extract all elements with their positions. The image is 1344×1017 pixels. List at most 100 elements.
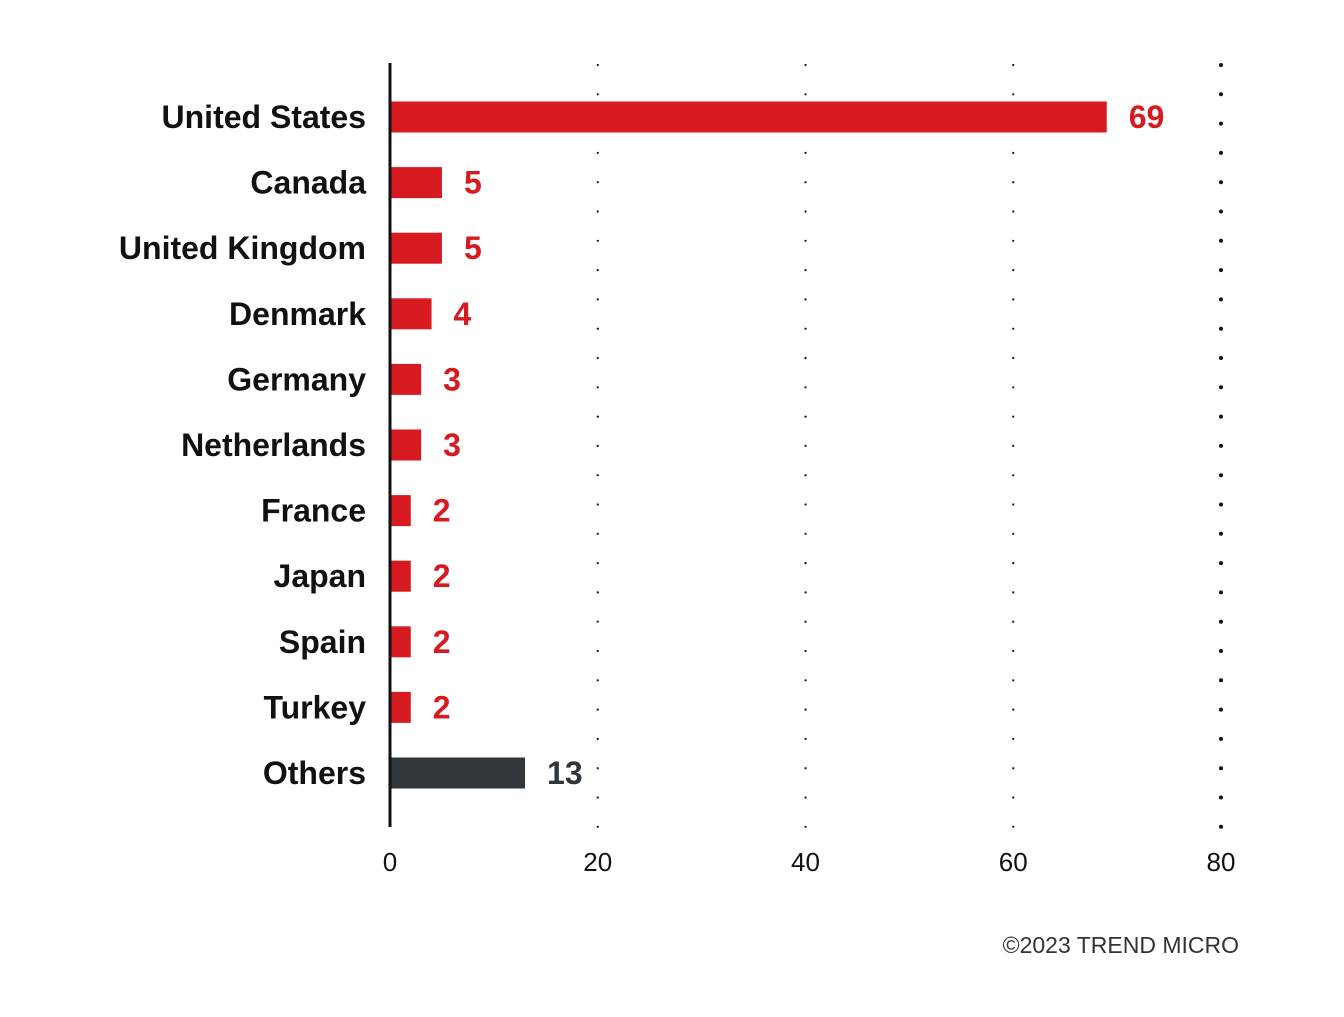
bar-denmark (390, 298, 432, 330)
bar-united-states (390, 101, 1107, 133)
grid-dot (596, 93, 599, 96)
grid-dot (1012, 356, 1015, 360)
grid-dot (804, 708, 807, 711)
grid-dot (1219, 795, 1223, 800)
bars (390, 101, 1107, 789)
grid-dot (596, 532, 599, 535)
grid-dot (1219, 268, 1223, 273)
grid-dot (1219, 707, 1223, 712)
category-label-spain: Spain (279, 624, 366, 660)
x-axis-ticks: 0 20 40 60 80 (383, 847, 1236, 877)
grid-dot (596, 620, 599, 623)
bar-netherlands (390, 429, 422, 461)
grid-dot (1012, 767, 1015, 770)
x-tick-label-0: 0 (383, 847, 397, 877)
grid-dot (596, 737, 599, 741)
grid-dot (596, 386, 599, 389)
grid-dot (1012, 825, 1015, 828)
grid-dot (596, 444, 599, 447)
bar-united-kingdom (390, 232, 442, 264)
grid-dot (804, 298, 807, 301)
category-label-france: France (261, 493, 366, 529)
grid-dot (1012, 239, 1015, 242)
grid-dot (1219, 561, 1223, 566)
grid-dot (1012, 269, 1015, 272)
grid-dot (596, 239, 599, 242)
grid-dot (804, 181, 807, 184)
grid-dot (804, 591, 807, 594)
bar-germany (390, 363, 422, 395)
grid-dot (596, 708, 599, 711)
grid-dot (804, 415, 807, 418)
grid-dot (596, 181, 599, 184)
grid-dot (804, 474, 807, 477)
x-tick-label-40: 40 (791, 847, 820, 877)
category-label-japan: Japan (274, 558, 366, 594)
category-label-turkey: Turkey (263, 689, 366, 725)
grid-dot (596, 298, 599, 301)
grid-dot (1219, 150, 1223, 155)
bar-japan (390, 560, 411, 592)
grid-dot (1012, 591, 1015, 594)
category-label-denmark: Denmark (229, 296, 366, 332)
grid-dot (1012, 737, 1015, 741)
grid-dot (596, 562, 599, 565)
value-label-others: 13 (547, 755, 583, 791)
grid-dot (1012, 796, 1015, 799)
grid-dot (596, 503, 599, 506)
x-tick-label-60: 60 (999, 847, 1028, 877)
grid-dot (804, 386, 807, 389)
gridline-60 (1012, 63, 1015, 828)
gridline-20 (596, 63, 599, 828)
grid-dot (1219, 473, 1223, 478)
grid-dot (1219, 824, 1223, 829)
grid-dot (804, 679, 807, 682)
grid-dot (596, 151, 599, 154)
grid-dot (596, 356, 599, 360)
grid-dot (596, 415, 599, 418)
grid-dot (1012, 708, 1015, 711)
grid-dot (1219, 297, 1223, 302)
bar-canada (390, 167, 442, 199)
grid-dot (1219, 238, 1223, 243)
x-tick-label-20: 20 (583, 847, 612, 877)
grid-dot (1012, 679, 1015, 682)
grid-dot (1219, 356, 1223, 360)
grid-dot (596, 679, 599, 682)
grid-dot (1219, 121, 1223, 126)
grid-dot (1219, 209, 1223, 214)
grid-dot (596, 767, 599, 770)
category-label-germany: Germany (227, 361, 366, 397)
grid-dot (1012, 151, 1015, 154)
category-label-united-kingdom: United Kingdom (119, 230, 366, 266)
grid-dot (804, 63, 807, 67)
grid-dot (596, 269, 599, 272)
grid-dot (1219, 590, 1223, 595)
bar-others (390, 757, 526, 789)
bar-spain (390, 626, 411, 658)
value-label-denmark: 4 (454, 296, 472, 332)
bar-turkey (390, 691, 411, 723)
grid-dot (804, 562, 807, 565)
grid-dot (804, 825, 807, 828)
category-label-canada: Canada (250, 165, 366, 201)
bar-france (390, 495, 411, 527)
grid-dot (1012, 620, 1015, 623)
grid-dot (804, 767, 807, 770)
category-label-united-states: United States (162, 99, 366, 135)
grid-dot (1219, 180, 1223, 185)
value-label-spain: 2 (433, 624, 451, 660)
grid-dot (1012, 210, 1015, 213)
grid-dot (1012, 415, 1015, 418)
grid-dot (1219, 531, 1223, 536)
grid-dot (1219, 63, 1223, 67)
grid-dot (1012, 562, 1015, 565)
value-label-united-states: 69 (1129, 99, 1165, 135)
grid-dot (1012, 63, 1015, 67)
grid-dot (1219, 649, 1223, 653)
grid-dot (1012, 532, 1015, 535)
grid-dot (1012, 181, 1015, 184)
grid-dot (1219, 443, 1223, 448)
grid-dot (804, 649, 807, 653)
